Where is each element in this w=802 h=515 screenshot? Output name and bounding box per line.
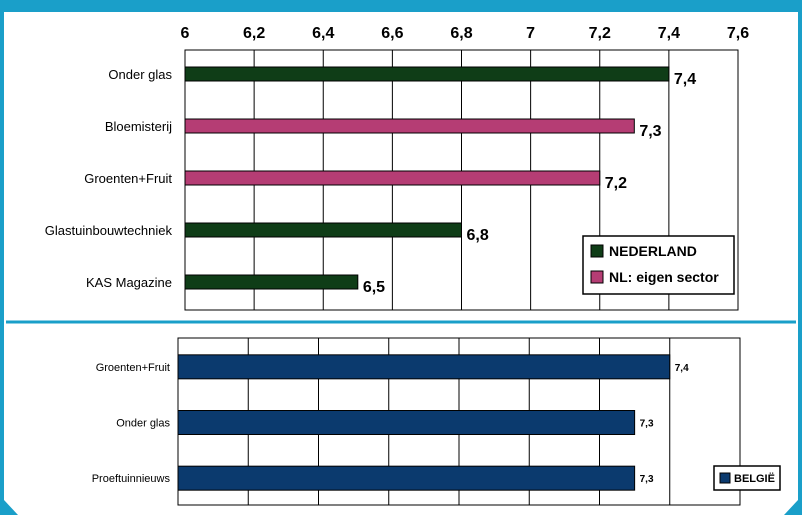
tick-label: 7,4 [658, 25, 680, 42]
bar-bloemisterij [184, 118, 635, 134]
category-label-bloemisterij: Bloemisterij [105, 119, 172, 134]
chart-nederland-bars [184, 66, 670, 290]
legend-label-nederland: NEDERLAND [609, 243, 697, 259]
legend-label-belgie: BELGIË [734, 472, 775, 485]
category-label-groenten-fruit: Groenten+Fruit [84, 171, 172, 186]
tick-label: 6,6 [381, 25, 403, 42]
legend-swatch-belgie [719, 472, 731, 484]
chart-belgie-category-labels: Groenten+Fruit Onder glas Proeftuinnieuws [92, 362, 171, 485]
category-label-onder-glas: Onder glas [116, 418, 170, 430]
legend-swatch-eigen-sector [590, 270, 604, 284]
chart-belgie-data-labels: 7,4 7,3 7,3 [640, 363, 689, 485]
category-label-onder-glas: Onder glas [108, 67, 172, 82]
tick-label: 6,8 [450, 25, 472, 42]
category-label-proeftuinnieuws: Proeftuinnieuws [92, 473, 171, 485]
chart-nederland: 6 6,2 6,4 6,6 6,8 7 7,2 7,4 7,6 Onder glas Bloemi… [45, 25, 750, 311]
category-label-kas-magazine: KAS Magazine [86, 275, 172, 290]
category-label-glastuinbouwtechniek: Glastuinbouwtechniek [45, 223, 173, 238]
data-label-onder-glas: 7,3 [640, 419, 654, 430]
bar-onder-glas [177, 410, 636, 435]
data-label-groenten-fruit: 7,2 [605, 175, 627, 192]
bar-groenten-fruit [177, 354, 671, 380]
legend-swatch-nederland [590, 244, 604, 258]
tick-label: 6,4 [312, 25, 334, 42]
tick-label: 6,2 [243, 25, 265, 42]
tick-label: 7,2 [589, 25, 611, 42]
data-label-kas-magazine: 6,5 [363, 279, 385, 296]
chart-nederland-data-labels: 7,4 7,3 7,2 6,8 6,5 [363, 71, 696, 296]
chart-nederland-legend: NEDERLAND NL: eigen sector [582, 235, 735, 295]
category-label-groenten-fruit: Groenten+Fruit [96, 362, 170, 374]
chart-belgie-bars [177, 354, 671, 491]
data-label-glastuinbouwtechniek: 6,8 [467, 227, 489, 244]
bar-groenten-fruit [184, 170, 601, 186]
bar-proeftuinnieuws [177, 465, 636, 491]
data-label-groenten-fruit: 7,4 [675, 363, 689, 374]
tick-label: 7 [526, 25, 535, 42]
legend-box [582, 235, 735, 295]
data-label-onder-glas: 7,4 [674, 71, 696, 88]
data-label-proeftuinnieuws: 7,3 [640, 474, 654, 485]
data-label-bloemisterij: 7,3 [639, 123, 661, 140]
bar-kas-magazine [184, 274, 359, 290]
chart-belgie-legend: BELGIË [713, 465, 781, 491]
chart-nederland-tick-labels: 6 6,2 6,4 6,6 6,8 7 7,2 7,4 7,6 [181, 25, 750, 42]
tick-label: 6 [181, 25, 190, 42]
tick-label: 7,6 [727, 25, 749, 42]
bar-glastuinbouwtechniek [184, 222, 462, 238]
legend-label-eigen-sector: NL: eigen sector [609, 269, 719, 285]
chart-nederland-category-labels: Onder glas Bloemisterij Groenten+Fruit Glas… [45, 67, 173, 290]
bar-onder-glas [184, 66, 670, 82]
